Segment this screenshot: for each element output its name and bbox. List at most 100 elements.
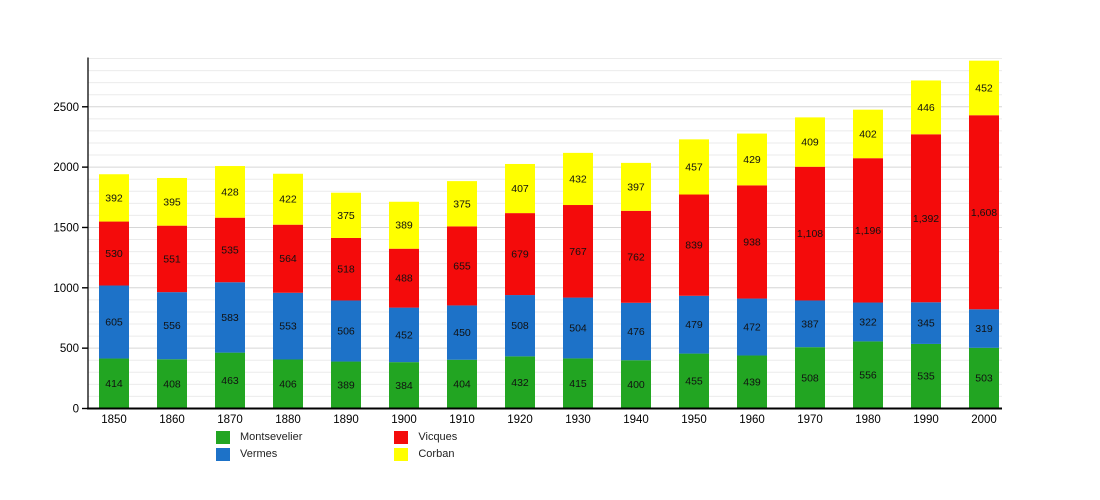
bar-value-label: 392 bbox=[105, 192, 123, 204]
legend-item-montsevelier: Montsevelier bbox=[216, 430, 302, 445]
bar-segment-vicques-1910 bbox=[447, 226, 477, 306]
bar-segment-vermes-1900 bbox=[389, 307, 419, 363]
bar-value-label: 455 bbox=[685, 376, 703, 388]
bar-value-label: 452 bbox=[395, 329, 413, 341]
bar-value-label: 404 bbox=[453, 379, 471, 391]
bar-value-label: 535 bbox=[917, 371, 935, 383]
bar-segment-montsevelier-1930 bbox=[563, 358, 593, 409]
x-tick-label: 1920 bbox=[507, 414, 533, 426]
bar-segment-corban-1880 bbox=[273, 173, 303, 225]
bar-value-label: 452 bbox=[975, 82, 993, 94]
bar-segment-montsevelier-2000 bbox=[969, 347, 999, 409]
bar-segment-corban-1940 bbox=[621, 162, 651, 211]
x-tick-label: 1910 bbox=[449, 414, 475, 426]
bar-segment-montsevelier-1860 bbox=[157, 359, 187, 409]
bar-value-label: 503 bbox=[975, 373, 993, 385]
y-tick-label: 2000 bbox=[53, 162, 79, 174]
bar-segment-vermes-1940 bbox=[621, 302, 651, 361]
bar-segment-corban-1910 bbox=[447, 181, 477, 227]
bar-value-label: 530 bbox=[105, 248, 123, 260]
legend-label-montsevelier: Montsevelier bbox=[240, 431, 303, 443]
bar-value-label: 1,392 bbox=[913, 213, 939, 225]
bar-segment-vermes-1880 bbox=[273, 292, 303, 360]
bar-value-label: 345 bbox=[917, 318, 935, 330]
bar-value-label: 508 bbox=[801, 372, 819, 384]
bar-segment-montsevelier-1920 bbox=[505, 356, 535, 409]
bar-value-label: 322 bbox=[859, 316, 877, 328]
bar-value-label: 506 bbox=[337, 326, 355, 338]
bar-value-label: 476 bbox=[627, 326, 645, 338]
bar-value-label: 402 bbox=[859, 128, 877, 140]
bar-segment-vicques-1900 bbox=[389, 248, 419, 308]
bar-value-label: 556 bbox=[163, 320, 181, 332]
bar-segment-corban-1930 bbox=[563, 152, 593, 206]
bar-segment-montsevelier-1950 bbox=[679, 353, 709, 409]
legend-swatch-corban bbox=[394, 448, 409, 461]
x-tick-label: 1860 bbox=[159, 414, 185, 426]
bar-value-label: 508 bbox=[511, 320, 529, 332]
bar-segment-vermes-1990 bbox=[911, 302, 941, 344]
bar-segment-vicques-1860 bbox=[157, 225, 187, 293]
bar-segment-vermes-1890 bbox=[331, 300, 361, 362]
bar-value-label: 488 bbox=[395, 273, 413, 285]
bar-value-label: 762 bbox=[627, 251, 645, 263]
legend-swatch-vermes bbox=[216, 448, 230, 461]
x-tick-label: 1990 bbox=[913, 414, 939, 426]
bar-segment-montsevelier-1870 bbox=[215, 352, 245, 409]
bar-segment-montsevelier-1990 bbox=[911, 343, 941, 409]
bar-value-label: 319 bbox=[975, 323, 993, 335]
bar-segment-vicques-1980 bbox=[853, 158, 883, 303]
x-tick-label: 1960 bbox=[739, 414, 765, 426]
bar-segment-vermes-1850 bbox=[99, 285, 129, 359]
bar-value-label: 655 bbox=[453, 260, 471, 272]
bar-value-label: 605 bbox=[105, 317, 123, 329]
y-tick-label: 1500 bbox=[53, 222, 79, 234]
bar-value-label: 395 bbox=[163, 196, 181, 208]
bar-value-label: 479 bbox=[685, 319, 703, 331]
bar-value-label: 422 bbox=[279, 194, 297, 206]
bar-segment-montsevelier-1910 bbox=[447, 359, 477, 409]
y-tick-label: 2500 bbox=[53, 102, 79, 114]
bar-value-label: 397 bbox=[627, 181, 645, 193]
bar-segment-vicques-1950 bbox=[679, 194, 709, 296]
bar-value-label: 446 bbox=[917, 102, 935, 114]
bar-value-label: 553 bbox=[279, 321, 297, 333]
legend: Montsevelier Vermes Vicques Corban bbox=[216, 430, 457, 462]
bar-value-label: 375 bbox=[337, 210, 355, 222]
bar-segment-vermes-1980 bbox=[853, 302, 883, 342]
bar-segment-montsevelier-1980 bbox=[853, 341, 883, 409]
bar-value-label: 389 bbox=[337, 380, 355, 392]
legend-column-right: Vicques Corban bbox=[394, 430, 457, 462]
bar-segment-montsevelier-1940 bbox=[621, 360, 651, 409]
legend-label-vermes: Vermes bbox=[240, 448, 278, 460]
bar-value-label: 551 bbox=[163, 253, 181, 265]
bar-segment-vicques-1970 bbox=[795, 166, 825, 301]
x-tick-label: 1890 bbox=[333, 414, 359, 426]
bar-value-label: 415 bbox=[569, 378, 587, 390]
bar-segment-vermes-1870 bbox=[215, 282, 245, 353]
x-tick-label: 1870 bbox=[217, 414, 243, 426]
legend-swatch-montsevelier bbox=[216, 431, 230, 444]
bar-segment-corban-1960 bbox=[737, 133, 767, 186]
bar-value-label: 457 bbox=[685, 161, 703, 173]
bar-value-label: 1,608 bbox=[971, 207, 997, 219]
bar-value-label: 938 bbox=[743, 236, 761, 248]
legend-swatch-vicques bbox=[394, 431, 409, 444]
bar-segment-vicques-2000 bbox=[969, 115, 999, 310]
x-tick-label: 1900 bbox=[391, 414, 417, 426]
bar-segment-vermes-1970 bbox=[795, 300, 825, 348]
bar-segment-montsevelier-1900 bbox=[389, 362, 419, 409]
bar-segment-vicques-1960 bbox=[737, 185, 767, 299]
x-tick-label: 1850 bbox=[101, 414, 127, 426]
bar-segment-corban-1900 bbox=[389, 201, 419, 249]
legend-item-vicques: Vicques bbox=[394, 430, 457, 445]
x-tick-label: 1980 bbox=[855, 414, 881, 426]
legend-item-vermes: Vermes bbox=[216, 447, 302, 462]
bar-segment-vicques-1890 bbox=[331, 237, 361, 301]
x-tick-label: 2000 bbox=[971, 414, 997, 426]
bar-value-label: 556 bbox=[859, 369, 877, 381]
x-tick-label: 1930 bbox=[565, 414, 591, 426]
bar-value-label: 428 bbox=[221, 186, 239, 198]
bar-value-label: 518 bbox=[337, 264, 355, 276]
